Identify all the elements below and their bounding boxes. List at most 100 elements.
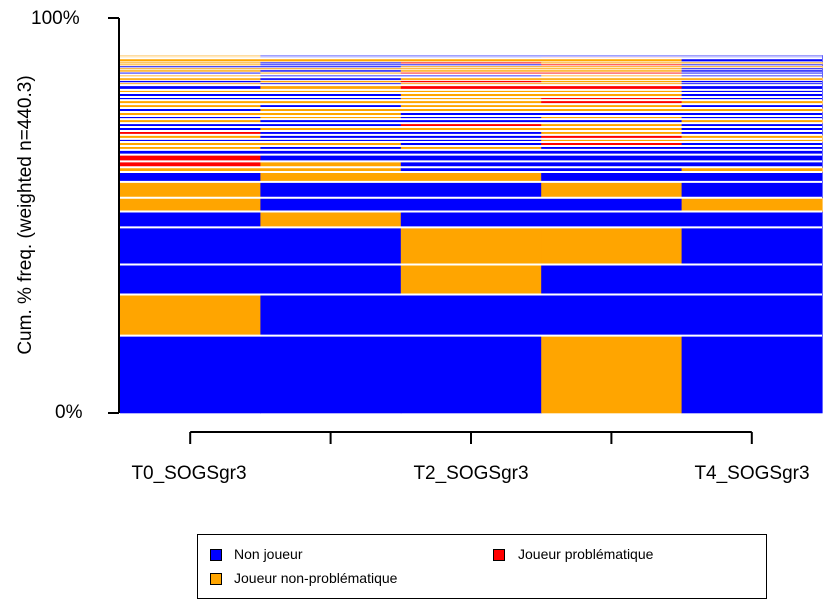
sequence-22-t0-cell [120, 112, 261, 117]
sequence-15-t3-cell [541, 138, 683, 143]
sequence-30-t3-cell [541, 82, 683, 86]
sequence-25-t3-cell [541, 100, 683, 105]
sequence-5-t4-cell [681, 211, 823, 228]
sequence-10-t0-cell [120, 161, 261, 168]
sequence-2-t0-cell [120, 294, 261, 336]
sequence-25-t2-cell [400, 100, 542, 105]
sequence-37-t3-cell [541, 65, 683, 69]
sequence-38-t1-cell [260, 63, 402, 67]
sequence-32-t2-cell [400, 77, 542, 81]
sequence-34-t0-cell [120, 72, 261, 75]
sequence-22-t1-cell [260, 112, 402, 117]
legend: Non joueur Joueur problématique Joueur n… [197, 534, 767, 599]
sequence-39-t4-cell [681, 61, 823, 65]
sequence-29-t0-cell [120, 85, 261, 91]
sequence-bars [120, 55, 823, 414]
sequence-27-t2-cell [400, 93, 542, 98]
legend-label-non-joueur: Non joueur [234, 546, 303, 562]
sequence-25-t4-cell [681, 100, 823, 105]
sequence-20-t4-cell [681, 119, 823, 124]
sequence-28-t3-cell [541, 89, 683, 94]
sequence-14-t4-cell [681, 142, 823, 147]
sequence-3-t2-cell [400, 264, 542, 295]
sequence-40-t4-cell [681, 58, 823, 63]
sequence-17-t4-cell [681, 130, 823, 136]
sequence-40-t2-cell [400, 58, 542, 63]
sequence-38-t0-cell [120, 63, 261, 67]
sequence-6-t2-cell [400, 197, 542, 212]
sequence-37-t4-cell [681, 65, 823, 69]
legend-label-joueur-non-problematique: Joueur non-problématique [234, 570, 398, 586]
sequence-21-t3-cell [541, 115, 683, 120]
sequence-31-t4-cell [681, 80, 823, 84]
sequence-10-t1-cell [260, 161, 402, 168]
sequence-29-t3-cell [541, 85, 683, 91]
sequence-35-t0-cell [120, 69, 261, 73]
sequence-19-t4-cell [681, 123, 823, 128]
sequence-7-t0-cell [120, 181, 261, 199]
sequence-6-t0-cell [120, 197, 261, 212]
sequence-16-t2-cell [400, 134, 542, 140]
sequence-20-t0-cell [120, 119, 261, 124]
sequence-18-t1-cell [260, 127, 402, 132]
sequence-23-t3-cell [541, 108, 683, 113]
sequence-22-t4-cell [681, 112, 823, 117]
sequence-22-t2-cell [400, 112, 542, 117]
sequence-24-t3-cell [541, 104, 683, 109]
sequence-37-t2-cell [400, 65, 542, 69]
sequence-1-t2-cell [400, 335, 542, 414]
sequence-35-t2-cell [400, 69, 542, 73]
sequence-19-t0-cell [120, 123, 261, 128]
sequence-28-t4-cell [681, 89, 823, 94]
sequence-2-t2-cell [400, 294, 542, 336]
sequence-36-t1-cell [260, 67, 402, 71]
sequence-32-t3-cell [541, 77, 683, 81]
sequence-40-t1-cell [260, 58, 402, 63]
sequence-13-t2-cell [400, 145, 542, 151]
sequence-11-t4-cell [681, 154, 823, 162]
sequence-38-t3-cell [541, 63, 683, 67]
sequence-15-t1-cell [260, 138, 402, 143]
x-axis [189, 431, 753, 444]
sequence-6-t1-cell [260, 197, 402, 212]
sequence-9-t3-cell [541, 167, 683, 173]
sequence-13-t0-cell [120, 145, 261, 151]
sequence-32-t0-cell [120, 77, 261, 81]
sequence-21-t1-cell [260, 115, 402, 120]
sequence-8-t1-cell [260, 172, 402, 183]
sequence-15-t2-cell [400, 138, 542, 143]
sequence-1-t0-cell [120, 335, 261, 414]
sequence-8-t4-cell [681, 172, 823, 183]
sequence-11-t1-cell [260, 154, 402, 162]
sequence-32-t4-cell [681, 77, 823, 81]
sequence-7-t4-cell [681, 181, 823, 199]
sequence-5-t0-cell [120, 211, 261, 228]
sequence-separators [120, 54, 822, 337]
sequence-39-t1-cell [260, 61, 402, 65]
sequence-9-t4-cell [681, 167, 823, 173]
sequence-42-t1-cell [260, 55, 402, 58]
sequence-13-t3-cell [541, 145, 683, 151]
sequence-24-t4-cell [681, 104, 823, 109]
x-tick-label-t2: T2_SOGSgr3 [413, 463, 529, 484]
sequence-38-t4-cell [681, 63, 823, 67]
sequence-30-t1-cell [260, 82, 402, 86]
sequence-40-t3-cell [541, 58, 683, 63]
sequence-34-t3-cell [541, 72, 683, 75]
sequence-13-t4-cell [681, 145, 823, 151]
sequence-20-t1-cell [260, 119, 402, 124]
sequence-5-t1-cell [260, 211, 402, 228]
sequence-2-t4-cell [681, 294, 823, 336]
sequence-12-t2-cell [400, 149, 542, 155]
sequence-6-t3-cell [541, 197, 683, 212]
sequence-11-t0-cell [120, 154, 261, 162]
sequence-4-t3-cell [541, 227, 683, 265]
sequence-18-t4-cell [681, 127, 823, 132]
sequence-16-t1-cell [260, 134, 402, 140]
sequence-30-t0-cell [120, 82, 261, 86]
sequence-37-t0-cell [120, 65, 261, 69]
sequence-9-t0-cell [120, 167, 261, 173]
sequence-21-t0-cell [120, 115, 261, 120]
sequence-11-t2-cell [400, 154, 542, 162]
